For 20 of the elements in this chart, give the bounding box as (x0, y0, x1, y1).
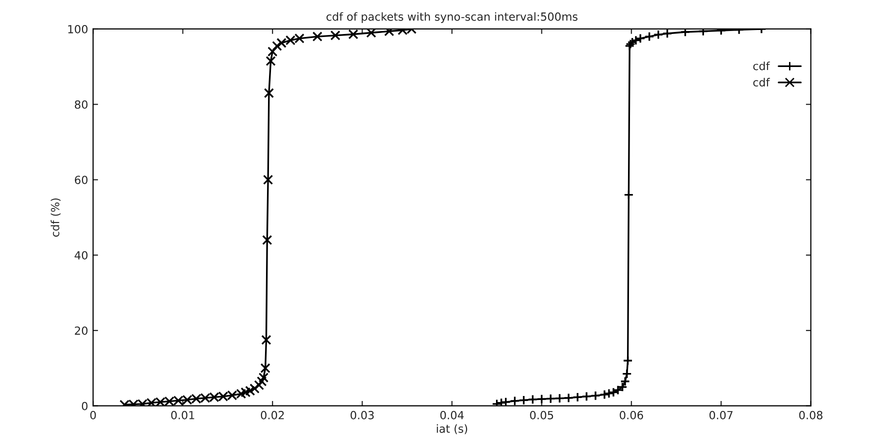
x-tick-label: 0.05 (530, 410, 554, 420)
legend-label: cdf (753, 62, 770, 70)
x-tick-label: 0.07 (709, 410, 733, 420)
x-tick-label: 0.04 (440, 410, 464, 420)
y-tick-label: 20 (74, 326, 88, 335)
legend-label: cdf (753, 78, 770, 87)
x-tick-label: 0.06 (620, 410, 644, 420)
chart-title: cdf of packets with syno-scan interval:500ms (326, 12, 578, 23)
y-tick-label: 40 (74, 251, 88, 260)
y-tick-label: 60 (74, 176, 88, 184)
y-tick-label: 100 (68, 24, 88, 34)
x-axis-title: iat (s) (436, 424, 468, 434)
y-axis-title: cdf (%) (50, 198, 61, 237)
x-tick-label: 0.01 (171, 410, 194, 420)
y-tick-label: 80 (74, 100, 88, 109)
x-tick-label: 0.02 (260, 410, 284, 420)
x-tick-label: 0.08 (799, 410, 822, 420)
x-tick-label: 0 (90, 410, 96, 420)
y-tick-label: 0 (82, 402, 88, 410)
x-tick-label: 0.03 (350, 410, 374, 420)
